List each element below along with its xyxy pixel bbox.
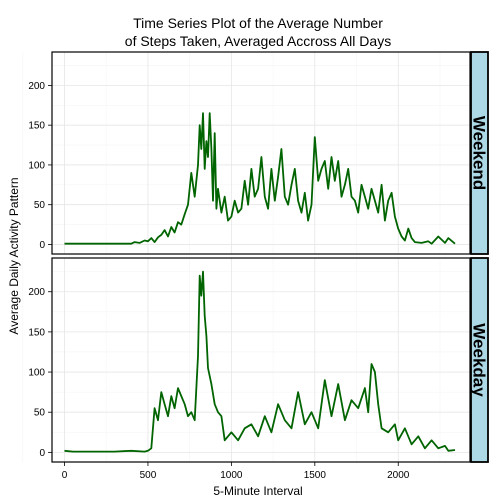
y-tick-label: 150 [28, 327, 45, 338]
panel-background [52, 258, 470, 462]
x-axis-label: 5-Minute Interval [213, 484, 302, 498]
panel-weekday: 0 50 100 150 200 Weekday [22, 257, 489, 463]
y-tick-label: 50 [34, 200, 46, 211]
y-axis-label: Average Daily Activity Pattern [7, 177, 21, 334]
x-tick-label: 500 [140, 470, 157, 481]
panel-border [51, 257, 471, 463]
x-tick-label: 1500 [304, 470, 327, 481]
chart-title-line-2: of Steps Taken, Averaged Accross All Day… [125, 33, 391, 49]
series-line-weekday [64, 270, 456, 453]
facet-strip [470, 257, 489, 463]
y-tick-label: 0 [39, 448, 45, 459]
y-tick-label: 100 [28, 160, 45, 171]
facet-strip [470, 51, 489, 255]
panel-weekend: 0 50 100 150 200 Weekend [22, 51, 489, 255]
panels: 0 50 100 150 200 Weekend 0 50 100 150 200 Weekday [22, 51, 489, 463]
chart-title-line-1: Time Series Plot of the Average Number [133, 15, 383, 31]
panel-border [51, 51, 471, 255]
x-tick-label: 2000 [387, 470, 410, 481]
y-tick-label: 150 [28, 121, 45, 132]
y-tick-label: 200 [28, 287, 45, 298]
y-tick-label: 200 [28, 81, 45, 92]
y-tick-label: 50 [34, 408, 46, 419]
panel-background [52, 52, 470, 254]
facet-strip-label: Weekend [470, 116, 489, 190]
series-line-weekend [64, 112, 456, 245]
x-axis: 0 500 1000 1500 2000 [62, 462, 410, 481]
x-tick-label: 0 [62, 470, 68, 481]
x-tick-label: 1000 [220, 470, 243, 481]
y-tick-label: 100 [28, 368, 45, 379]
y-tick-label: 0 [39, 240, 45, 251]
facet-strip-label: Weekday [470, 323, 489, 397]
